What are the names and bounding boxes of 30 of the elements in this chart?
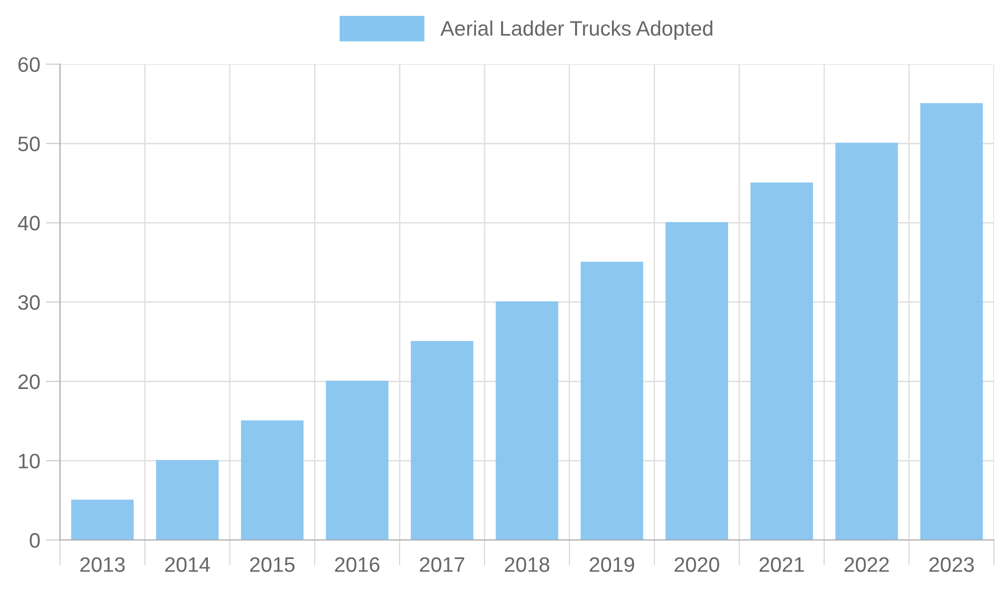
y-tick-label: 50 xyxy=(18,136,40,152)
y-tick-label: 10 xyxy=(18,454,40,468)
bar xyxy=(156,460,219,540)
y-tick-label: 40 xyxy=(18,216,40,231)
y-tick-label: 60 xyxy=(18,57,40,72)
bar xyxy=(410,341,474,540)
x-tick-label: 2014 xyxy=(165,557,210,572)
bar xyxy=(920,103,983,540)
bar xyxy=(326,380,388,540)
bar xyxy=(580,262,644,540)
bar xyxy=(241,420,304,540)
x-tick-label: 2023 xyxy=(929,557,974,572)
x-tick-label: 2017 xyxy=(420,557,464,572)
bar xyxy=(71,500,134,540)
bar xyxy=(666,222,728,540)
x-tick-label: 2022 xyxy=(844,557,889,572)
bar xyxy=(750,182,813,540)
x-tick-label: 2013 xyxy=(80,557,125,572)
x-tick-label: 2019 xyxy=(590,557,634,572)
x-tick-label: 2015 xyxy=(250,557,295,572)
bar xyxy=(496,301,558,540)
y-tick-label: 0 xyxy=(30,533,40,548)
legend-label: Aerial Ladder Trucks Adopted xyxy=(440,20,712,40)
bar xyxy=(835,142,898,540)
y-tick-label: 20 xyxy=(18,374,40,390)
x-tick-label: 2020 xyxy=(674,557,720,572)
x-tick-label: 2016 xyxy=(335,557,380,572)
x-tick-label: 2018 xyxy=(504,557,550,572)
x-tick-label: 2021 xyxy=(760,557,804,572)
y-tick-label: 30 xyxy=(18,295,40,310)
